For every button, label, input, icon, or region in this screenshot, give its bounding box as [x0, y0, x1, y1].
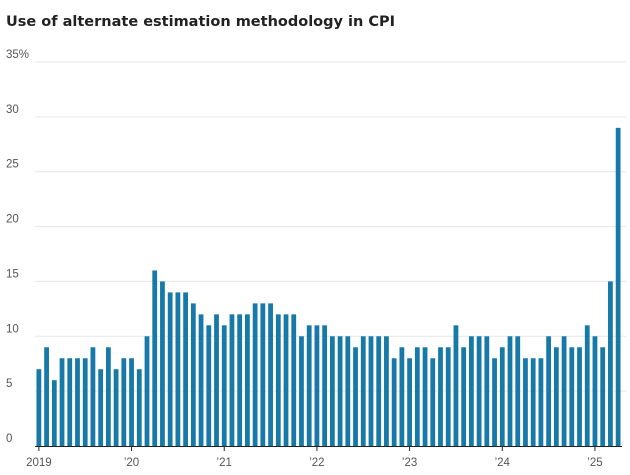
- y-tick-label: 20: [6, 214, 19, 226]
- bar: [546, 336, 552, 446]
- y-tick-label: 35%: [6, 49, 29, 61]
- bar: [592, 336, 598, 446]
- chart-title: Use of alternate estimation methodology …: [6, 14, 396, 30]
- bar: [90, 347, 96, 446]
- bar: [538, 358, 544, 446]
- bar: [291, 314, 297, 446]
- bar: [608, 281, 613, 446]
- bar: [121, 358, 127, 446]
- bar: [430, 358, 436, 446]
- bar: [59, 358, 65, 446]
- bar: [183, 292, 189, 446]
- bar: [221, 325, 227, 446]
- y-tick-label: 10: [6, 323, 19, 335]
- x-tick-label: ’22: [309, 457, 324, 469]
- bar: [407, 358, 412, 446]
- bar: [283, 314, 289, 446]
- bar: [322, 325, 328, 446]
- bars: [36, 127, 621, 446]
- y-tick-label: 30: [6, 104, 19, 116]
- bar: [136, 369, 142, 446]
- bar: [584, 325, 590, 446]
- bar: [499, 347, 505, 446]
- axes: 0 5 10 15 20 25 30 35% 2019 ’20 ’21 ’22 ’23 ’24 ’25: [6, 49, 622, 469]
- bar: [492, 358, 497, 446]
- bar: [468, 336, 474, 446]
- bar: [445, 347, 451, 446]
- bar: [260, 303, 266, 446]
- bar: [51, 380, 57, 446]
- bar: [360, 336, 366, 446]
- x-tick-label: ’25: [587, 457, 602, 469]
- y-tick-label: 0: [6, 433, 12, 445]
- y-tick-label: 15: [6, 268, 19, 280]
- bar: [453, 325, 459, 446]
- bar: [129, 358, 134, 446]
- bar: [67, 358, 73, 446]
- bar: [75, 358, 80, 446]
- bar: [484, 336, 490, 446]
- bar: [98, 369, 104, 446]
- bar: [314, 325, 320, 446]
- x-tick-label: 2019: [26, 457, 52, 469]
- bar: [353, 347, 358, 446]
- y-tick-label: 25: [6, 159, 19, 171]
- bar: [515, 336, 521, 446]
- bar: [190, 303, 196, 446]
- bar: [438, 347, 443, 446]
- bar: [399, 347, 405, 446]
- bar: [268, 303, 273, 446]
- bar: [152, 270, 158, 446]
- bar: [422, 347, 428, 446]
- bar: [329, 336, 335, 446]
- bar: [144, 336, 150, 446]
- bar: [175, 292, 181, 446]
- bar: [345, 336, 351, 446]
- bar: [507, 336, 513, 446]
- bar: [337, 336, 343, 446]
- bar: [198, 314, 204, 446]
- bar: [600, 347, 606, 446]
- x-tick-label: ’23: [402, 457, 417, 469]
- bar: [530, 358, 536, 446]
- bar: [561, 336, 567, 446]
- bar: [523, 358, 528, 446]
- bar: [569, 347, 575, 446]
- bar: [461, 347, 467, 446]
- bar: [252, 303, 258, 446]
- bar: [414, 347, 420, 446]
- bar: [237, 314, 243, 446]
- bar: [245, 314, 250, 446]
- bar: [113, 369, 119, 446]
- bar: [160, 281, 165, 446]
- y-tick-label: 5: [6, 378, 12, 390]
- bar: [214, 314, 219, 446]
- bar: [275, 314, 281, 446]
- x-tick-label: ’24: [495, 457, 511, 469]
- bar: [229, 314, 235, 446]
- bar: [82, 358, 88, 446]
- bar: [615, 127, 621, 446]
- bar: [206, 325, 212, 446]
- bar: [44, 347, 49, 446]
- x-tick-label: ’20: [124, 457, 139, 469]
- bar: [384, 336, 389, 446]
- bar: [577, 347, 582, 446]
- bar: [167, 292, 173, 446]
- bar: [36, 369, 42, 446]
- bar: [306, 325, 312, 446]
- bar: [368, 336, 374, 446]
- bar: [553, 347, 559, 446]
- bar: [476, 336, 482, 446]
- x-tick-label: ’21: [217, 457, 232, 469]
- bar: [391, 358, 397, 446]
- bar: [105, 347, 111, 446]
- bar: [376, 336, 382, 446]
- bar: [299, 336, 304, 446]
